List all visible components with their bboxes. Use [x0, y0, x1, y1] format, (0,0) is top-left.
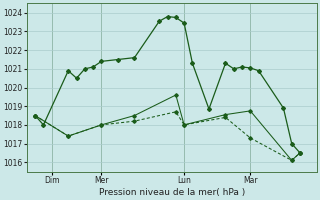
X-axis label: Pression niveau de la mer( hPa ): Pression niveau de la mer( hPa ): [99, 188, 245, 197]
